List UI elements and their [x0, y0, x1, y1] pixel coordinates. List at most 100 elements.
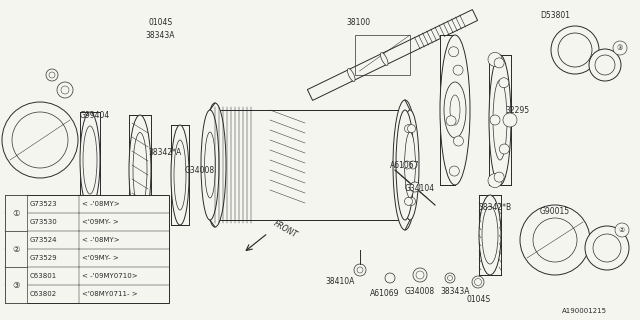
Circle shape [595, 55, 615, 75]
Circle shape [61, 86, 69, 94]
Bar [171, 125, 189, 225]
Circle shape [57, 82, 73, 98]
Ellipse shape [174, 140, 186, 210]
Circle shape [499, 78, 509, 88]
Ellipse shape [171, 125, 189, 225]
Ellipse shape [489, 55, 511, 185]
Text: ①: ① [13, 199, 19, 209]
Circle shape [12, 112, 68, 168]
Bar [5, 231, 27, 267]
Ellipse shape [493, 80, 507, 160]
Text: G99404: G99404 [80, 110, 110, 119]
Circle shape [490, 115, 500, 125]
Bar [5, 267, 27, 303]
Text: ③: ③ [13, 271, 19, 281]
Text: 0104S: 0104S [148, 18, 172, 27]
Text: 38100: 38100 [346, 18, 370, 27]
Circle shape [494, 172, 504, 182]
Ellipse shape [380, 52, 388, 65]
Circle shape [520, 205, 590, 275]
Circle shape [409, 161, 417, 169]
Text: FRONT: FRONT [272, 219, 299, 240]
Text: 32295: 32295 [505, 106, 529, 115]
Text: ②: ② [13, 253, 19, 262]
Circle shape [533, 218, 577, 262]
Text: A190001215: A190001215 [562, 308, 607, 314]
Text: ②: ② [619, 227, 625, 233]
Circle shape [445, 273, 455, 283]
Text: G73523: G73523 [30, 201, 58, 207]
Bar [210, 110, 410, 220]
Text: ①: ① [12, 209, 20, 218]
Ellipse shape [482, 206, 498, 264]
Text: G34104: G34104 [405, 183, 435, 193]
Text: <'08MY0711- >: <'08MY0711- > [82, 291, 138, 297]
Text: <'09MY- >: <'09MY- > [82, 255, 119, 261]
Text: ③: ③ [13, 290, 19, 299]
Text: G34008: G34008 [185, 165, 215, 174]
Text: ③: ③ [617, 45, 623, 51]
Circle shape [403, 161, 411, 169]
Text: 38342*B: 38342*B [478, 204, 511, 212]
Circle shape [499, 144, 509, 154]
Text: C63801: C63801 [30, 273, 57, 279]
Circle shape [488, 174, 502, 188]
Circle shape [558, 33, 592, 67]
Ellipse shape [393, 100, 417, 230]
Circle shape [385, 273, 395, 283]
Text: 0104S: 0104S [466, 294, 490, 303]
Circle shape [447, 276, 452, 281]
Circle shape [615, 223, 629, 237]
Circle shape [503, 113, 517, 127]
Text: G73524: G73524 [30, 237, 58, 243]
Bar [129, 115, 151, 225]
Ellipse shape [348, 68, 355, 81]
Text: C63802: C63802 [30, 291, 57, 297]
Circle shape [413, 268, 427, 282]
Ellipse shape [80, 112, 100, 208]
Circle shape [404, 124, 413, 132]
Ellipse shape [401, 110, 419, 220]
Ellipse shape [450, 95, 460, 125]
Ellipse shape [479, 195, 501, 275]
Bar [355, 35, 410, 75]
Text: G34008: G34008 [405, 286, 435, 295]
Text: ③: ③ [12, 281, 20, 290]
Text: <'09MY- >: <'09MY- > [82, 219, 119, 225]
Text: < -'08MY>: < -'08MY> [82, 201, 120, 207]
Circle shape [453, 65, 463, 75]
Text: ②: ② [12, 244, 20, 253]
Bar [440, 35, 455, 185]
Circle shape [488, 52, 502, 66]
Ellipse shape [83, 126, 97, 194]
Ellipse shape [133, 132, 147, 207]
Ellipse shape [129, 115, 151, 225]
Circle shape [585, 226, 629, 270]
Circle shape [589, 49, 621, 81]
Circle shape [404, 197, 413, 205]
Circle shape [446, 116, 456, 126]
Text: G73529: G73529 [30, 255, 58, 261]
Bar [80, 112, 100, 208]
Circle shape [449, 166, 460, 176]
Bar [5, 195, 27, 231]
Bar [479, 195, 501, 275]
Circle shape [408, 197, 415, 205]
Text: ②: ② [13, 236, 19, 244]
Text: G90015: G90015 [540, 207, 570, 217]
Text: < -'09MY0710>: < -'09MY0710> [82, 273, 138, 279]
Text: 38343A: 38343A [145, 30, 175, 39]
Ellipse shape [404, 132, 415, 198]
Ellipse shape [204, 103, 226, 227]
Circle shape [494, 58, 504, 68]
Circle shape [593, 234, 621, 262]
Polygon shape [307, 10, 477, 100]
Circle shape [613, 41, 627, 55]
Circle shape [474, 278, 481, 285]
Bar [489, 55, 511, 185]
Circle shape [454, 136, 463, 146]
Text: A61067: A61067 [390, 161, 419, 170]
Ellipse shape [444, 82, 466, 138]
Circle shape [472, 276, 484, 288]
Text: G73530: G73530 [30, 219, 58, 225]
